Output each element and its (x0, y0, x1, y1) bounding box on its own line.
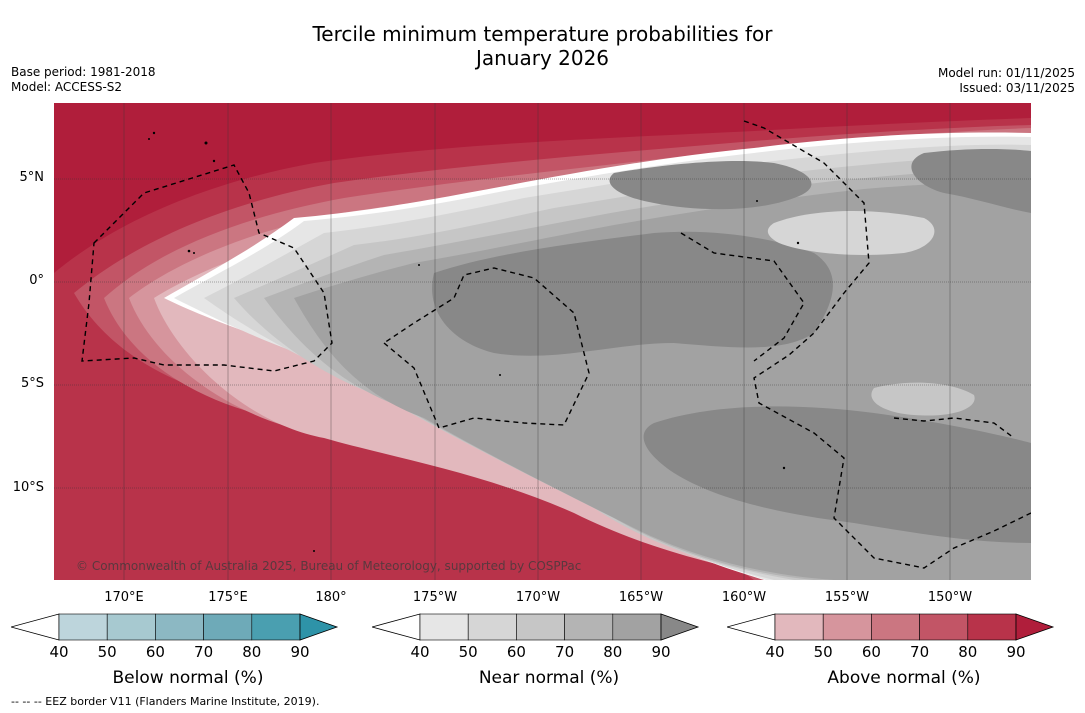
colorbar-near-under (372, 613, 421, 641)
colorbar-near-over (660, 613, 700, 641)
near-90-patch-central (432, 231, 833, 356)
colorbar-near-tick: 90 (651, 643, 671, 661)
colorbar-near-tick: 40 (410, 643, 430, 661)
lat-label-0: 0° (29, 273, 44, 288)
lon-label-155w: 155°W (824, 590, 870, 605)
model-name: Model: ACCESS-S2 (11, 80, 123, 94)
colorbar-above-under (727, 613, 776, 641)
near-50-patch (767, 211, 935, 255)
colorbar-near-tick: 80 (603, 643, 623, 661)
islands (148, 131, 800, 552)
model-run: Model run: 01/11/2025 (937, 66, 1075, 80)
colorbar-below-segment (58, 613, 108, 641)
colorbar-above-segment (967, 613, 1017, 641)
colorbar-above-tick: 80 (958, 643, 978, 661)
meridians (123, 103, 951, 580)
colorbar-below-over (299, 613, 339, 641)
map-title-line1: Tercile minimum temperature probabilitie… (312, 22, 773, 46)
eez-borders (81, 120, 1031, 569)
colorbar-near-segment (467, 613, 517, 641)
colorbar-above-tick: 40 (765, 643, 785, 661)
colorbar-above-tick: 60 (861, 643, 881, 661)
colorbar-above-segment (871, 613, 920, 641)
colorbar-near (372, 613, 700, 641)
map-title-line2: January 2026 (475, 46, 610, 70)
colorbar-above-label: Above normal (%) (827, 668, 981, 688)
copyright-watermark: © Commonwealth of Australia 2025, Bureau… (76, 559, 581, 573)
issued-date: Issued: 03/11/2025 (959, 81, 1075, 95)
colorbar-below-segment (203, 613, 253, 641)
colorbar-above (727, 613, 1055, 641)
map-svg: © Commonwealth of Australia 2025, Bureau… (54, 103, 1031, 580)
lon-label-170w: 170°W (515, 590, 561, 605)
lon-label-170e: 170°E (104, 590, 144, 605)
colorbar-below-label: Below normal (%) (112, 668, 264, 688)
lon-label-175w: 175°W (412, 590, 458, 605)
colorbar-above-segment (822, 613, 872, 641)
graticule (54, 178, 1031, 489)
base-period: Base period: 1981-2018 (11, 65, 156, 79)
colorbar-below-segment (106, 613, 156, 641)
lat-label-5s: 5°S (20, 376, 44, 391)
colorbar-near-tick: 70 (555, 643, 575, 661)
near-90-patch-east (911, 148, 1031, 213)
lon-label-150w: 150°W (927, 590, 973, 605)
colorbar-below (11, 613, 339, 641)
colorbar-below-tick: 50 (97, 643, 117, 661)
colorbar-below-under (11, 613, 60, 641)
colorbar-below-tick: 70 (194, 643, 214, 661)
colorbar-near-tick: 50 (458, 643, 478, 661)
colorbar-near-segment (516, 613, 565, 641)
colorbar-near-segment (419, 613, 469, 641)
colorbar-above-segment (774, 613, 824, 641)
colorbar-above-over (1015, 613, 1055, 641)
colorbar-below-tick: 90 (290, 643, 310, 661)
colorbar-near-tick: 60 (506, 643, 526, 661)
near-60-patch (871, 382, 975, 416)
colorbar-below-segment (251, 613, 301, 641)
colorbar-near-label: Near normal (%) (478, 668, 620, 688)
near-90-patch-south (643, 406, 1031, 543)
colorbar-near-segment (612, 613, 662, 641)
lat-label-10s: 10°S (12, 480, 44, 495)
colorbar-below-tick: 40 (49, 643, 69, 661)
colorbar-below-tick: 60 (145, 643, 165, 661)
colorbar-near-segment (564, 613, 614, 641)
lon-label-180: 180° (315, 590, 347, 605)
probability-map: © Commonwealth of Australia 2025, Bureau… (54, 103, 1031, 580)
lon-label-165w: 165°W (618, 590, 664, 605)
colorbar-below-segment (155, 613, 204, 641)
colorbar-below-tick: 80 (242, 643, 262, 661)
lon-label-160w: 160°W (721, 590, 767, 605)
lon-label-175e: 175°E (208, 590, 248, 605)
colorbar-above-tick: 90 (1006, 643, 1026, 661)
colorbar-above-tick: 50 (813, 643, 833, 661)
eez-footnote: -- -- -- EEZ border V11 (Flanders Marine… (11, 695, 320, 708)
lat-label-5n: 5°N (19, 170, 45, 185)
colorbar-above-segment (919, 613, 969, 641)
near-90-patch-north (609, 161, 812, 210)
colorbar-above-tick: 70 (910, 643, 930, 661)
